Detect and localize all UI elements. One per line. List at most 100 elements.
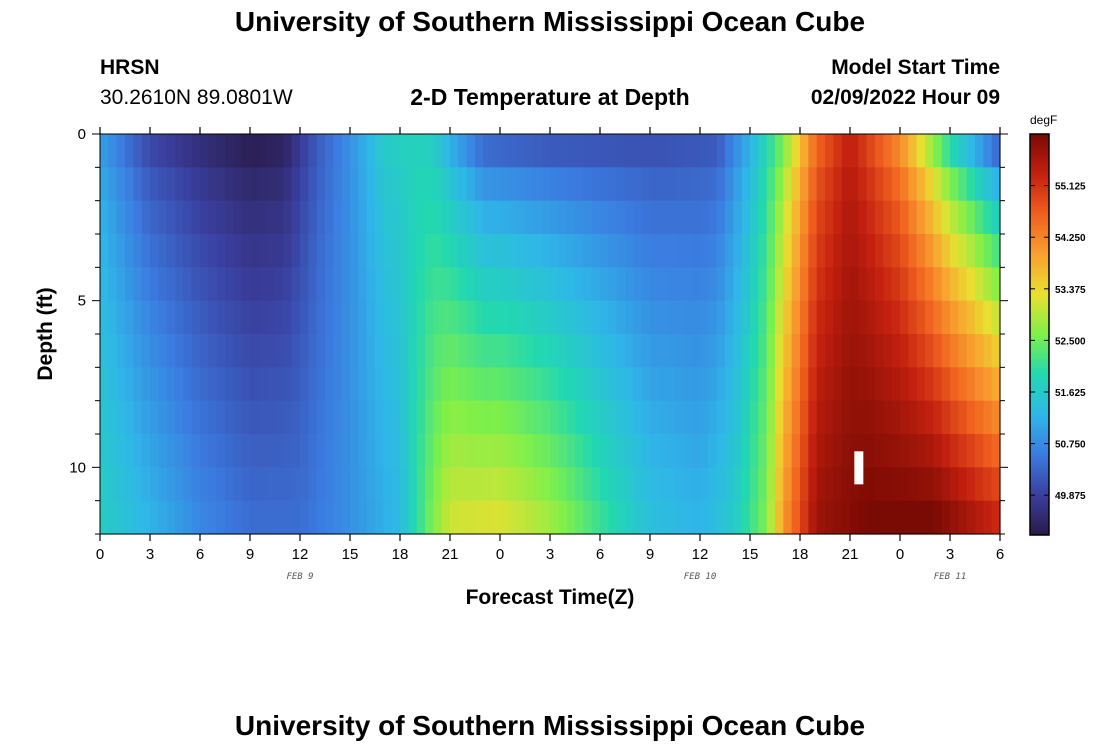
heatmap-cell (850, 300, 859, 335)
heatmap-cell (475, 334, 484, 368)
heatmap-cell (508, 434, 518, 468)
x-tick-label: 0 (896, 546, 904, 563)
heatmap-cell (491, 334, 501, 368)
heatmap-cell (575, 367, 584, 402)
heatmap-cell (966, 234, 976, 268)
heatmap-cell (241, 400, 251, 435)
heatmap-cell (691, 300, 701, 335)
heatmap-cell (408, 167, 418, 202)
heatmap-cell (491, 500, 501, 535)
heatmap-cell (850, 267, 859, 302)
heatmap-cell (150, 267, 159, 302)
heatmap-cell (291, 300, 301, 335)
heatmap-cell (208, 234, 218, 268)
heatmap-cell (825, 200, 834, 235)
heatmap-cell (158, 200, 168, 235)
heatmap-cell (316, 400, 326, 435)
x-tick-label: 18 (392, 546, 409, 563)
heatmap-cell (500, 200, 509, 235)
heatmap-cell (891, 167, 901, 202)
heatmap-cell (491, 167, 501, 202)
heatmap-cell (891, 500, 901, 535)
heatmap-cell (200, 434, 209, 468)
heatmap-cell (691, 267, 701, 302)
heatmap-cell (166, 134, 176, 168)
heatmap-cell (541, 200, 551, 235)
heatmap-cell (116, 167, 126, 202)
heatmap-cell (666, 367, 676, 402)
heatmap-cell (866, 500, 876, 535)
heatmap-cell (783, 267, 793, 302)
heatmap-cell (375, 300, 384, 335)
heatmap-cell (700, 334, 709, 368)
heatmap-cell (625, 167, 634, 202)
heatmap-cell (808, 167, 818, 202)
heatmap-cell (808, 200, 818, 235)
heatmap-cell (316, 167, 326, 202)
heatmap-cell (350, 334, 359, 368)
heatmap-cell (225, 334, 234, 368)
heatmap-cell (750, 134, 759, 168)
x-tick-label: 21 (442, 546, 459, 563)
heatmap-cell (416, 267, 426, 302)
heatmap-cell (375, 167, 384, 202)
heatmap-cell (941, 367, 951, 402)
heatmap-cell (183, 334, 193, 368)
heatmap-cell (875, 434, 884, 468)
y-tick-label: 0 (78, 126, 86, 143)
heatmap-cell (908, 267, 918, 302)
heatmap-cell (258, 467, 268, 502)
heatmap-cell (341, 334, 351, 368)
heatmap-cell (125, 367, 134, 402)
heatmap-cell (141, 400, 151, 435)
heatmap-cell (483, 134, 493, 168)
x-tick-label: 12 (292, 546, 309, 563)
heatmap-cell (750, 234, 759, 268)
heatmap-cell (958, 300, 968, 335)
x-axis-title: Forecast Time(Z) (466, 586, 635, 609)
heatmap-cell (466, 467, 476, 502)
heatmap-cell (933, 300, 943, 335)
heatmap-cell (975, 134, 984, 168)
heatmap-cell (483, 434, 493, 468)
heatmap-cell (650, 467, 659, 502)
heatmap-cell (566, 400, 576, 435)
heatmap-cell (766, 267, 776, 302)
heatmap-cell (608, 500, 618, 535)
heatmap-cell (533, 234, 543, 268)
heatmap-cell (708, 234, 718, 268)
heatmap-cell (500, 300, 509, 335)
heatmap-cell (325, 300, 334, 335)
heatmap-cell (875, 400, 884, 435)
heatmap-cell (900, 234, 909, 268)
heatmap-cell (825, 300, 834, 335)
heatmap-cell (641, 200, 651, 235)
heatmap-cell (641, 134, 651, 168)
heatmap-cell (816, 334, 826, 368)
heatmap-cell (458, 334, 468, 368)
heatmap-cell (650, 234, 659, 268)
heatmap-cell (266, 200, 276, 235)
x-tick-label: 15 (342, 546, 359, 563)
heatmap-cell (383, 234, 393, 268)
heatmap-cell (883, 367, 893, 402)
heatmap-cell (141, 300, 151, 335)
heatmap-cell (858, 500, 868, 535)
heatmap-cell (725, 367, 734, 402)
heatmap-cell (250, 267, 259, 302)
heatmap-cell (525, 400, 534, 435)
heatmap-cell (708, 134, 718, 168)
heatmap-cell (100, 300, 109, 335)
heatmap-cell (291, 467, 301, 502)
heatmap-cell (741, 234, 751, 268)
heatmap-cell (675, 334, 684, 368)
heatmap-cell (150, 234, 159, 268)
heatmap-cell (491, 234, 501, 268)
heatmap-cell (308, 367, 318, 402)
heatmap-cell (500, 467, 509, 502)
heatmap-cell (258, 334, 268, 368)
heatmap-cell (558, 467, 568, 502)
heatmap-cell (791, 467, 801, 502)
heatmap-cell (541, 300, 551, 335)
heatmap-cell (441, 134, 451, 168)
